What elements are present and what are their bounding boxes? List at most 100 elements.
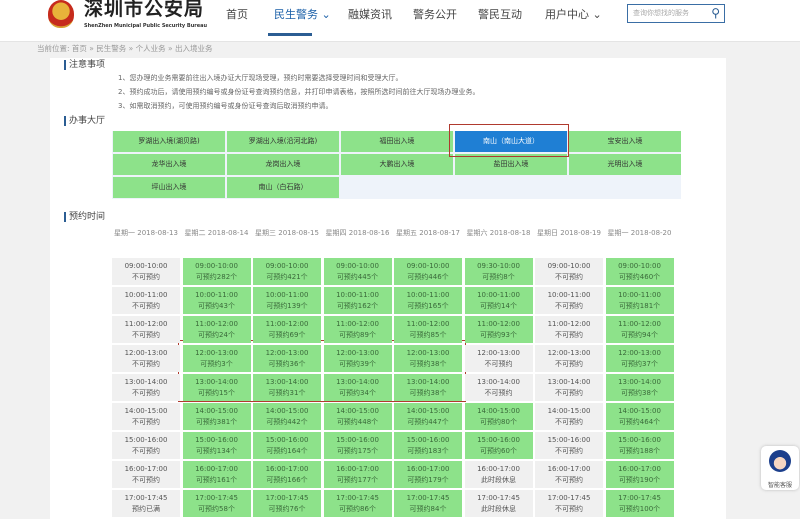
time-slot[interactable]: 16:00-17:00 可预约161个	[182, 461, 251, 488]
slot-status: 可预约14个	[480, 302, 517, 310]
time-slot[interactable]: 09:00-10:00 可预约282个	[182, 258, 251, 285]
slot-status: 可预约442个	[266, 418, 308, 426]
time-slot[interactable]: 09:30-10:00 可预约8个	[464, 258, 533, 285]
slot-status: 不可预约	[132, 418, 160, 426]
time-slot[interactable]: 17:00-17:45 可预约84个	[394, 490, 462, 517]
nav-item[interactable]: 融媒资讯	[348, 8, 392, 21]
time-slot[interactable]: 12:00-13:00 可预约36个	[253, 345, 321, 372]
time-slot[interactable]: 11:00-12:00 可预约69个	[253, 316, 321, 343]
slot-time: 11:00-12:00	[265, 320, 309, 328]
search-input[interactable]: 查询你想找的服务 ⚲	[627, 4, 725, 23]
time-slot[interactable]: 10:00-11:00 可预约165个	[394, 287, 462, 314]
nav-item[interactable]: 警民互动	[478, 8, 522, 21]
hall-option[interactable]: 罗湖出入境(沿河北路)	[227, 131, 339, 152]
hall-option[interactable]: 坪山出入境	[113, 177, 225, 198]
logo-subtitle: ShenZhen Municipal Public Security Burea…	[84, 23, 208, 29]
time-slot[interactable]: 16:00-17:00 可预约190个	[605, 461, 674, 488]
hall-option[interactable]: 大鹏出入境	[341, 154, 453, 175]
time-slot[interactable]: 11:00-12:00 可预约24个	[182, 316, 251, 343]
slot-time: 13:00-14:00	[124, 378, 168, 386]
time-slot[interactable]: 13:00-14:00 可预约15个	[182, 374, 251, 401]
time-slot[interactable]: 10:00-11:00 可预约14个	[464, 287, 533, 314]
time-slot[interactable]: 15:00-16:00 可预约175个	[323, 432, 392, 459]
time-slot[interactable]: 14:00-15:00 可预约381个	[182, 403, 251, 430]
time-slot[interactable]: 09:00-10:00 可预约460个	[605, 258, 674, 285]
time-slot[interactable]: 17:00-17:45 可预约76个	[253, 490, 321, 517]
slot-time: 14:00-15:00	[195, 407, 238, 415]
time-slot[interactable]: 10:00-11:00 可预约181个	[605, 287, 674, 314]
hall-option[interactable]: 盐田出入境	[455, 154, 567, 175]
time-slot[interactable]: 11:00-12:00 可预约94个	[605, 316, 674, 343]
time-slot[interactable]: 14:00-15:00 可预约464个	[605, 403, 674, 430]
nav-item[interactable]: 警务公开	[413, 8, 457, 21]
hall-option[interactable]: 龙华出入境	[113, 154, 225, 175]
time-slot[interactable]: 09:00-10:00 可预约445个	[323, 258, 392, 285]
hall-option[interactable]: 宝安出入境	[569, 131, 681, 152]
time-slot[interactable]: 16:00-17:00 可预约179个	[394, 461, 462, 488]
hall-option[interactable]: 光明出入境	[569, 154, 681, 175]
slot-status: 可预约76个	[268, 505, 306, 513]
time-slot[interactable]: 17:00-17:45 可预约86个	[323, 490, 392, 517]
time-slot[interactable]: 09:00-10:00 可预约446个	[394, 258, 462, 285]
breadcrumb: 当前位置: 首页 » 民生警务 » 个人业务 » 出入境业务	[37, 44, 213, 53]
nav-item[interactable]: 用户中心 ⌄	[545, 8, 602, 21]
day-header: 星期二 2018-08-14	[184, 229, 249, 237]
time-slot[interactable]: 09:00-10:00 可预约421个	[253, 258, 321, 285]
hall-option[interactable]: 南山（白石路）	[227, 177, 339, 198]
time-slot[interactable]: 13:00-14:00 可预约31个	[253, 374, 321, 401]
slot-status: 可预约31个	[268, 389, 306, 397]
time-slot[interactable]: 14:00-15:00 可预约442个	[253, 403, 321, 430]
time-slot[interactable]: 17:00-17:45 可预约100个	[605, 490, 674, 517]
slot-status: 不可预约	[132, 331, 160, 339]
time-slot[interactable]: 15:00-16:00 可预约134个	[182, 432, 251, 459]
time-slot[interactable]: 14:00-15:00 可预约80个	[464, 403, 533, 430]
time-slot[interactable]: 11:00-12:00 可预约93个	[464, 316, 533, 343]
time-slot[interactable]: 15:00-16:00 可预约188个	[605, 432, 674, 459]
hall-option[interactable]: 南山（南山大道）	[455, 131, 567, 152]
time-slot[interactable]: 15:00-16:00 可预约164个	[253, 432, 321, 459]
time-slot[interactable]: 11:00-12:00 可预约85个	[394, 316, 462, 343]
time-slot[interactable]: 13:00-14:00 可预约38个	[394, 374, 462, 401]
time-slot[interactable]: 15:00-16:00 可预约183个	[394, 432, 462, 459]
time-slot[interactable]: 16:00-17:00 可预约177个	[323, 461, 392, 488]
time-slot[interactable]: 10:00-11:00 可预约139个	[253, 287, 321, 314]
slot-status: 不可预约	[484, 389, 513, 397]
time-slot[interactable]: 12:00-13:00 可预约3个	[182, 345, 251, 372]
slot-status: 可预约36个	[268, 360, 306, 368]
day-header: 星期一 2018-08-20	[607, 229, 672, 237]
assistant-button[interactable]: 智能客服	[761, 446, 799, 490]
time-slot[interactable]: 17:00-17:45 可预约58个	[182, 490, 251, 517]
slot-time: 09:00-10:00	[195, 262, 238, 270]
time-slot[interactable]: 16:00-17:00 可预约166个	[253, 461, 321, 488]
slot-status: 可预约58个	[198, 505, 235, 513]
selected-hall-highlight	[449, 124, 569, 157]
slot-status: 可预约162个	[336, 302, 379, 310]
slot-status: 可预约188个	[618, 447, 661, 455]
time-slot[interactable]: 10:00-11:00 可预约43个	[182, 287, 251, 314]
time-slot[interactable]: 12:00-13:00 可预约37个	[605, 345, 674, 372]
nav-item[interactable]: 首页	[226, 8, 248, 21]
time-slot: 15:00-16:00 不可预约	[535, 432, 603, 459]
slot-status: 可预约37个	[621, 360, 658, 368]
hall-option[interactable]: 福田出入境	[341, 131, 453, 152]
time-slot: 17:00-17:45 不可预约	[535, 490, 603, 517]
time-slot[interactable]: 13:00-14:00 可预约38个	[605, 374, 674, 401]
time-slot[interactable]: 12:00-13:00 可预约39个	[323, 345, 392, 372]
time-slot[interactable]: 11:00-12:00 可预约89个	[323, 316, 392, 343]
time-slot: 15:00-16:00 不可预约	[112, 432, 180, 459]
slot-time: 11:00-12:00	[195, 320, 238, 328]
time-slot[interactable]: 14:00-15:00 可预约447个	[394, 403, 462, 430]
search-icon[interactable]: ⚲	[711, 6, 720, 20]
hall-option[interactable]: 龙岗出入境	[227, 154, 339, 175]
time-slot[interactable]: 15:00-16:00 可预约60个	[464, 432, 533, 459]
time-slot[interactable]: 10:00-11:00 可预约162个	[323, 287, 392, 314]
time-slot[interactable]: 13:00-14:00 可预约34个	[323, 374, 392, 401]
hall-option[interactable]: 罗湖出入境(湖贝路)	[113, 131, 225, 152]
slot-status: 此时段休息	[481, 505, 516, 513]
schedule-heading: 预约时间	[64, 212, 105, 222]
time-slot: 10:00-11:00 不可预约	[535, 287, 603, 314]
agent-avatar-icon	[769, 450, 791, 472]
time-slot[interactable]: 12:00-13:00 可预约38个	[394, 345, 462, 372]
time-slot[interactable]: 14:00-15:00 可预约448个	[323, 403, 392, 430]
nav-item[interactable]: 民生警务 ⌄	[274, 8, 331, 21]
